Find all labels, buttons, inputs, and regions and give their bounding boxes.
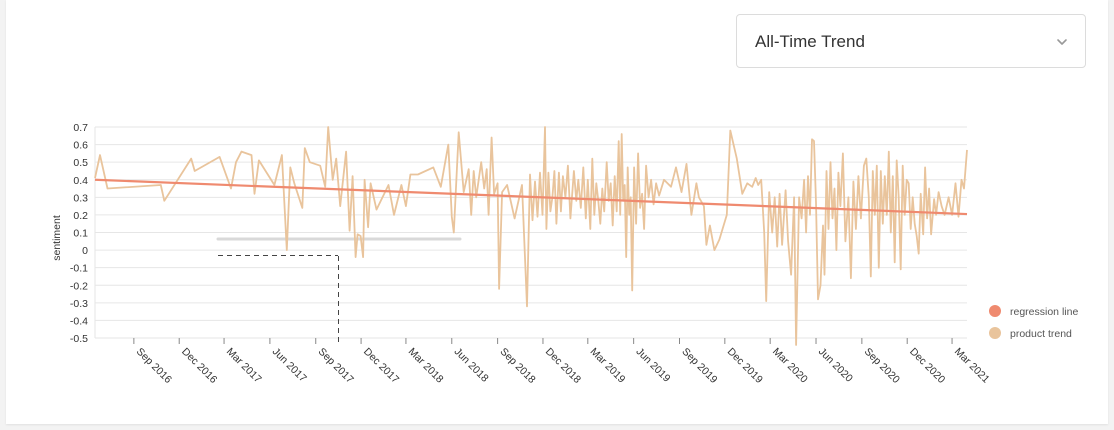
y-tick-label: -0.2 bbox=[70, 280, 88, 292]
x-tick-label: Jun 2020 bbox=[816, 346, 855, 385]
y-tick-label: -0.4 bbox=[70, 315, 88, 327]
y-tick-label: -0.1 bbox=[70, 263, 88, 275]
x-tick-label: Dec 2016 bbox=[179, 346, 219, 386]
x-tick-label: Sep 2018 bbox=[497, 346, 537, 386]
hover-annotation bbox=[216, 237, 462, 342]
x-tick-label: Dec 2018 bbox=[543, 346, 583, 386]
y-tick-label: 0 bbox=[82, 245, 88, 257]
x-tick-label: Dec 2019 bbox=[725, 346, 765, 386]
trend-range-dropdown[interactable]: All-Time Trend bbox=[736, 14, 1086, 68]
x-tick-label: Mar 2020 bbox=[770, 346, 810, 386]
y-tick-label: 0.1 bbox=[73, 228, 88, 240]
x-tick-label: Jun 2018 bbox=[452, 346, 491, 385]
chevron-down-icon bbox=[1057, 39, 1067, 45]
y-axis-label: sentiment bbox=[51, 215, 63, 261]
y-tick-label: 0.3 bbox=[73, 192, 88, 204]
y-tick-label: 0.4 bbox=[73, 175, 88, 187]
y-tick-label: 0.7 bbox=[73, 122, 88, 134]
x-tick-label: Sep 2016 bbox=[134, 346, 174, 386]
product-trend-line bbox=[94, 126, 968, 346]
x-tick-label: Jun 2019 bbox=[634, 346, 673, 385]
x-tick-label: Dec 2020 bbox=[907, 346, 947, 386]
y-tick-label: 0.6 bbox=[73, 140, 88, 152]
y-tick-label: -0.3 bbox=[70, 298, 88, 310]
legend-swatch bbox=[989, 305, 1001, 317]
y-axis: 0.7 0.6 0.5 0.4 0.3 0.2 0.1 0 -0.1 -0.2 -0.3 -0.4 -0… bbox=[70, 122, 88, 345]
legend-label: regression line bbox=[1010, 306, 1078, 318]
y-tick-label: 0.5 bbox=[73, 157, 88, 169]
dropdown-selected-label: All-Time Trend bbox=[755, 32, 865, 51]
x-tick-label: Mar 2017 bbox=[224, 346, 264, 386]
x-tick-label: Sep 2017 bbox=[316, 346, 356, 386]
legend: regression line product trend bbox=[989, 305, 1078, 340]
legend-label: product trend bbox=[1010, 328, 1072, 340]
regression-line bbox=[94, 178, 968, 216]
x-tick-label: Sep 2019 bbox=[679, 346, 719, 386]
y-tick-label: 0.2 bbox=[73, 210, 88, 222]
x-tick-label: Mar 2021 bbox=[952, 346, 992, 386]
x-tick-label: Sep 2020 bbox=[862, 346, 902, 386]
y-tick-label: -0.5 bbox=[70, 333, 88, 345]
x-tick-label: Jun 2017 bbox=[270, 346, 309, 385]
series-group bbox=[94, 126, 968, 346]
x-tick-label: Mar 2018 bbox=[406, 346, 446, 386]
x-tick-label: Dec 2017 bbox=[361, 346, 401, 386]
x-tick-label: Mar 2019 bbox=[588, 346, 628, 386]
legend-swatch bbox=[989, 327, 1001, 339]
x-axis: Sep 2016 Dec 2016 Mar 2017 Jun 2017 Sep 2017… bbox=[133, 338, 992, 386]
